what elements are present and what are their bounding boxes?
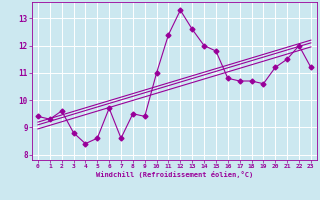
X-axis label: Windchill (Refroidissement éolien,°C): Windchill (Refroidissement éolien,°C): [96, 171, 253, 178]
